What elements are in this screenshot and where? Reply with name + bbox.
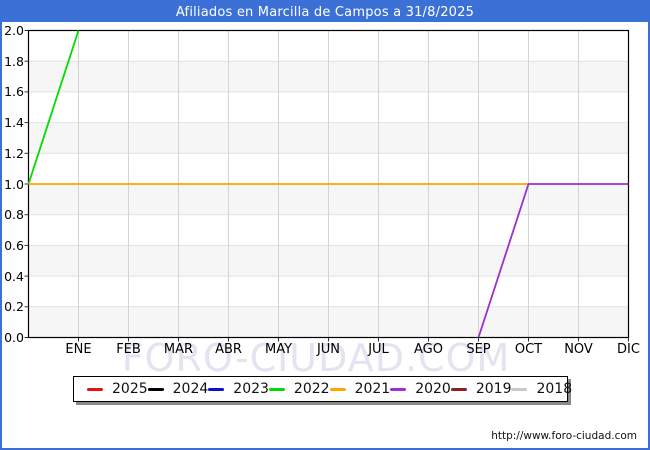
watermark-text: FORO-CIUDAD.COM	[121, 336, 511, 380]
y-tick-label: 1.8	[4, 53, 24, 69]
y-tick-label: 2.0	[4, 23, 24, 38]
plot-gridlines	[28, 30, 629, 338]
legend-label: 2018	[536, 381, 573, 397]
legend-label: 2025	[112, 381, 148, 397]
y-tick-label: 0.4	[4, 268, 24, 284]
x-tick-label: JUN	[316, 342, 341, 357]
legend-item-2023: 2023	[208, 382, 269, 396]
legend: 2025 2024 2023 2022 2021 2020 2019 2018	[73, 376, 572, 402]
legend-swatch-2021	[329, 387, 346, 391]
y-tick-label: 0.8	[4, 207, 24, 223]
x-tick-label: ENE	[65, 342, 92, 357]
y-tick-label: 1.0	[4, 176, 24, 192]
legend-item-2025: 2025	[87, 382, 148, 396]
legend-label: 2024	[172, 381, 209, 397]
y-tick-label: 0.0	[4, 330, 24, 345]
legend-swatch-2024	[147, 387, 164, 391]
x-tick-label: AGO	[414, 342, 443, 357]
title-bar: Afiliados en Marcilla de Campos a 31/8/2…	[2, 2, 648, 22]
legend-swatch-2023	[208, 387, 225, 391]
legend-swatch-2018	[511, 387, 528, 391]
x-tick-label: DIC	[617, 342, 640, 357]
legend-swatch-2019	[450, 387, 467, 391]
series-line-2022	[27, 30, 80, 185]
x-tick-label: MAR	[163, 342, 194, 357]
y-tick-label: 0.6	[4, 237, 24, 253]
plot-frame	[27, 29, 630, 339]
legend-swatch-2020	[390, 387, 407, 391]
y-tick-label: 0.2	[4, 299, 24, 315]
legend-item-2020: 2020	[390, 382, 451, 396]
x-tick-label: MAY	[264, 342, 293, 357]
plot-bands	[28, 61, 629, 338]
legend-swatch-2022	[268, 387, 285, 391]
series-line-2020	[477, 183, 629, 338]
legend-item-2018: 2018	[511, 382, 572, 396]
x-tick-label: OCT	[514, 342, 543, 357]
legend-label: 2021	[354, 381, 391, 397]
x-tick-label: FEB	[116, 342, 141, 357]
y-tick-label: 1.6	[4, 84, 24, 100]
legend-item-2021: 2021	[329, 381, 391, 397]
x-tick-label: NOV	[564, 342, 593, 357]
legend-item-2019: 2019	[450, 381, 512, 397]
legend-label: 2019	[475, 381, 512, 397]
legend-label: 2020	[415, 381, 451, 397]
y-tick-label: 1.4	[4, 115, 24, 131]
legend-swatch-2025	[87, 387, 103, 391]
legend-label: 2022	[293, 381, 330, 397]
footer-link[interactable]: http://www.foro-ciudad.com	[491, 430, 637, 442]
x-tick-label: ABR	[215, 342, 242, 357]
chart-title: Afiliados en Marcilla de Campos a 31/8/2…	[175, 4, 475, 20]
x-tick-label: SEP	[466, 342, 491, 357]
legend-label: 2023	[233, 381, 269, 397]
x-tick-label: JUL	[368, 342, 389, 357]
legend-item-2024: 2024	[147, 381, 209, 397]
legend-item-2022: 2022	[268, 381, 330, 397]
axis-ticks	[24, 30, 629, 342]
y-tick-label: 1.2	[4, 145, 24, 161]
